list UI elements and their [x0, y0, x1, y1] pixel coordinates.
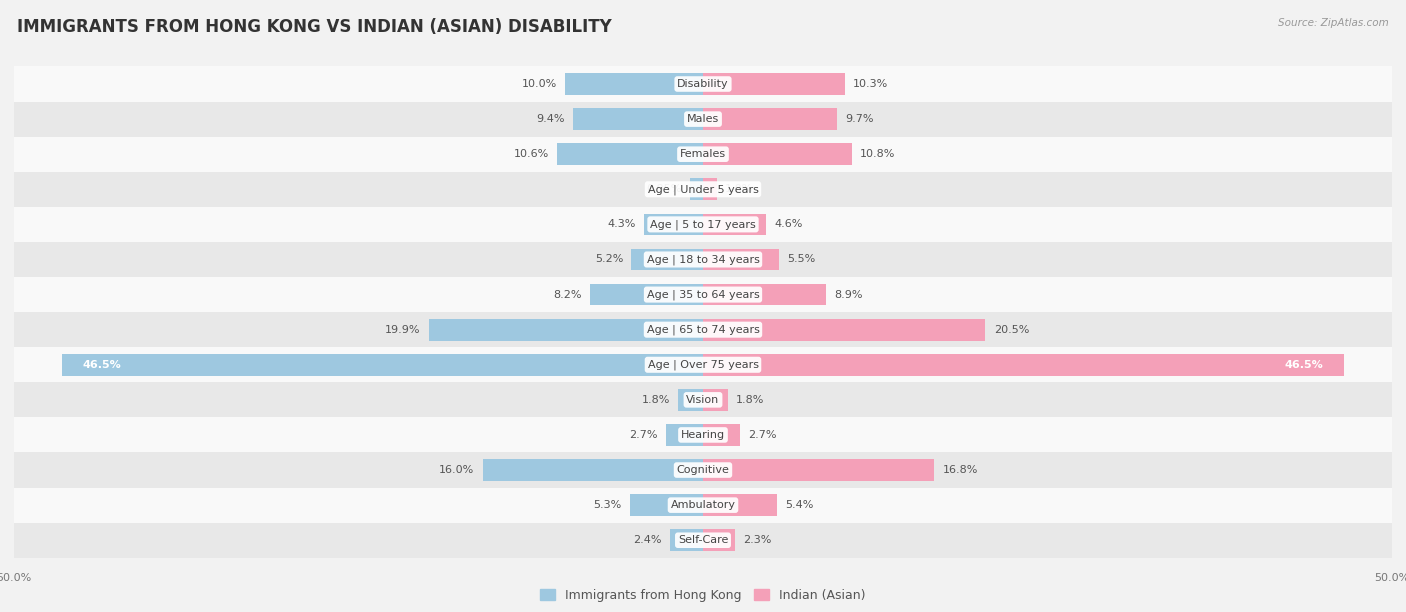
Text: 1.8%: 1.8%: [641, 395, 669, 405]
Text: 2.7%: 2.7%: [628, 430, 658, 440]
Bar: [14, 172, 1392, 207]
Text: Self-Care: Self-Care: [678, 536, 728, 545]
Text: 0.95%: 0.95%: [647, 184, 682, 194]
Text: Hearing: Hearing: [681, 430, 725, 440]
Bar: [14, 277, 1392, 312]
Bar: [482, 459, 703, 481]
Bar: [703, 459, 935, 481]
Text: 10.6%: 10.6%: [513, 149, 548, 159]
Bar: [557, 143, 703, 165]
Bar: [14, 67, 1392, 102]
Bar: [644, 214, 703, 235]
Text: 10.3%: 10.3%: [853, 79, 889, 89]
Bar: [14, 242, 1392, 277]
Bar: [14, 207, 1392, 242]
Bar: [666, 424, 703, 446]
Text: 8.9%: 8.9%: [834, 289, 862, 299]
Text: 2.3%: 2.3%: [742, 536, 772, 545]
Bar: [630, 494, 703, 516]
Bar: [574, 108, 703, 130]
Bar: [703, 424, 740, 446]
Text: Vision: Vision: [686, 395, 720, 405]
Text: Source: ZipAtlas.com: Source: ZipAtlas.com: [1278, 18, 1389, 28]
Bar: [14, 102, 1392, 136]
Text: 20.5%: 20.5%: [994, 325, 1029, 335]
Bar: [703, 73, 845, 95]
Bar: [14, 136, 1392, 172]
Text: 10.8%: 10.8%: [860, 149, 896, 159]
Bar: [703, 319, 986, 340]
Text: Age | 18 to 34 years: Age | 18 to 34 years: [647, 254, 759, 265]
Bar: [14, 523, 1392, 558]
Bar: [703, 284, 825, 305]
Bar: [14, 347, 1392, 382]
Bar: [14, 417, 1392, 452]
Bar: [703, 179, 717, 200]
Text: Age | 65 to 74 years: Age | 65 to 74 years: [647, 324, 759, 335]
Text: IMMIGRANTS FROM HONG KONG VS INDIAN (ASIAN) DISABILITY: IMMIGRANTS FROM HONG KONG VS INDIAN (ASI…: [17, 18, 612, 36]
Bar: [703, 143, 852, 165]
Text: Age | 5 to 17 years: Age | 5 to 17 years: [650, 219, 756, 230]
Text: 9.7%: 9.7%: [845, 114, 873, 124]
Bar: [565, 73, 703, 95]
Text: Age | Over 75 years: Age | Over 75 years: [648, 359, 758, 370]
Bar: [703, 529, 735, 551]
Text: Males: Males: [688, 114, 718, 124]
Text: 1.8%: 1.8%: [737, 395, 765, 405]
Bar: [14, 312, 1392, 347]
Text: 46.5%: 46.5%: [1284, 360, 1323, 370]
Bar: [703, 214, 766, 235]
Text: 5.4%: 5.4%: [786, 500, 814, 510]
Text: 9.4%: 9.4%: [537, 114, 565, 124]
Text: 19.9%: 19.9%: [385, 325, 420, 335]
Bar: [14, 488, 1392, 523]
Bar: [591, 284, 703, 305]
Text: 4.3%: 4.3%: [607, 219, 636, 230]
Bar: [631, 248, 703, 271]
Text: Disability: Disability: [678, 79, 728, 89]
Text: 16.0%: 16.0%: [439, 465, 474, 475]
Bar: [703, 389, 728, 411]
Bar: [703, 248, 779, 271]
Text: 1.0%: 1.0%: [725, 184, 754, 194]
Text: 5.2%: 5.2%: [595, 255, 623, 264]
Text: Females: Females: [681, 149, 725, 159]
Text: 2.7%: 2.7%: [748, 430, 778, 440]
Bar: [678, 389, 703, 411]
Text: 4.6%: 4.6%: [775, 219, 803, 230]
Bar: [14, 452, 1392, 488]
Text: 16.8%: 16.8%: [943, 465, 979, 475]
Bar: [14, 382, 1392, 417]
Bar: [703, 354, 1344, 376]
Text: 46.5%: 46.5%: [83, 360, 122, 370]
Legend: Immigrants from Hong Kong, Indian (Asian): Immigrants from Hong Kong, Indian (Asian…: [536, 584, 870, 607]
Bar: [703, 494, 778, 516]
Text: 10.0%: 10.0%: [522, 79, 557, 89]
Bar: [429, 319, 703, 340]
Text: Age | 35 to 64 years: Age | 35 to 64 years: [647, 289, 759, 300]
Bar: [669, 529, 703, 551]
Text: 8.2%: 8.2%: [553, 289, 582, 299]
Text: Age | Under 5 years: Age | Under 5 years: [648, 184, 758, 195]
Text: 5.3%: 5.3%: [593, 500, 621, 510]
Bar: [703, 108, 837, 130]
Text: 2.4%: 2.4%: [633, 536, 662, 545]
Text: 5.5%: 5.5%: [787, 255, 815, 264]
Bar: [62, 354, 703, 376]
Bar: [690, 179, 703, 200]
Text: Ambulatory: Ambulatory: [671, 500, 735, 510]
Text: Cognitive: Cognitive: [676, 465, 730, 475]
